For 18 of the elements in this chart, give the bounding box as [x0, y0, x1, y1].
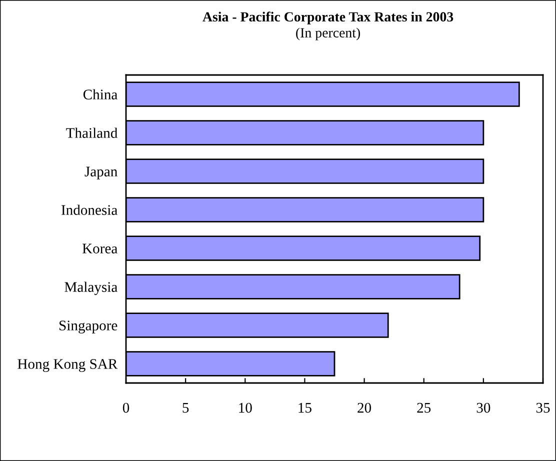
chart-subtitle: (In percent): [296, 28, 360, 40]
x-tick-label: 35: [536, 402, 550, 413]
x-tick-label: 10: [239, 402, 252, 413]
y-tick-label: Indonesia: [61, 204, 118, 215]
y-tick-label: Hong Kong SAR: [18, 359, 118, 372]
x-tick-label: 5: [182, 403, 189, 413]
y-tick-label: Thailand: [66, 128, 118, 138]
x-tick-label: 15: [298, 402, 312, 413]
x-tick-label: 0: [122, 402, 130, 413]
y-tick-label: Malaysia: [64, 282, 118, 295]
chart-title: Asia - Pacific Corporate Tax Rates in 2003: [202, 12, 454, 24]
x-tick-label: 20: [358, 402, 372, 413]
x-tick-label: 30: [476, 402, 490, 413]
x-tick-label: 25: [417, 402, 431, 413]
y-tick-label: Korea: [82, 244, 118, 254]
y-tick-label: Singapore: [60, 320, 118, 334]
y-tick-label: Japan: [84, 166, 118, 180]
y-tick-label: China: [83, 89, 118, 100]
